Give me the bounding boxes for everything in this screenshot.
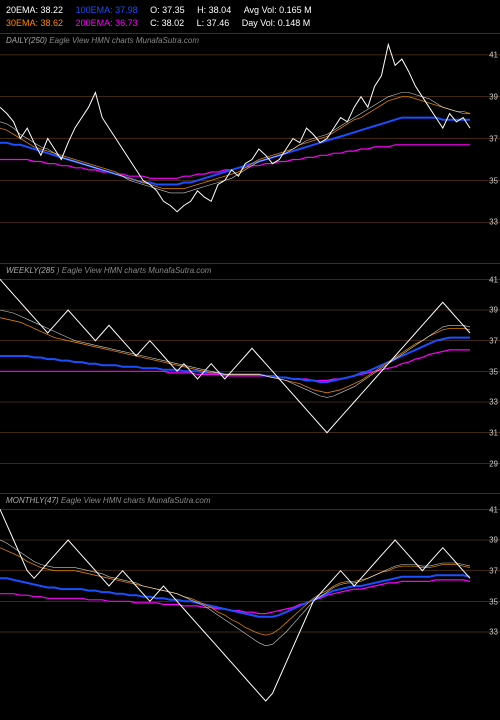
open-stat: O: 37.35 (150, 4, 185, 17)
y-axis-label: 41 (489, 275, 498, 284)
ema30-series (0, 548, 470, 635)
chart-panel-daily[interactable]: DAILY(250) Eagle View HMN charts MunafaS… (0, 33, 500, 263)
ema200-stat: 200EMA: 36.73 (76, 17, 138, 30)
panel-title: MONTHLY(47) Eagle View HMN charts Munafa… (6, 496, 211, 505)
y-axis-label: 37 (489, 336, 498, 345)
close-stat: C: 38.02 (150, 17, 184, 30)
ema20-series (0, 93, 470, 193)
y-axis-label: 33 (489, 628, 498, 637)
chart-panel-weekly[interactable]: WEEKLY(285 ) Eagle View HMN charts Munaf… (0, 263, 500, 493)
y-axis-label: 39 (489, 536, 498, 545)
price-line-series (0, 509, 470, 701)
y-axis-label: 39 (489, 92, 498, 101)
y-axis-label: 35 (489, 367, 498, 376)
chart-panel-monthly[interactable]: MONTHLY(47) Eagle View HMN charts Munafa… (0, 493, 500, 720)
ema20-stat: 20EMA: 38.22 (6, 4, 63, 17)
panel-title: WEEKLY(285 ) Eagle View HMN charts Munaf… (6, 266, 211, 275)
y-axis-label: 35 (489, 176, 498, 185)
y-axis-label: 33 (489, 218, 498, 227)
charts-container: DAILY(250) Eagle View HMN charts MunafaS… (0, 33, 500, 720)
panel-title: DAILY(250) Eagle View HMN charts MunafaS… (6, 36, 199, 45)
avgvol-stat: Avg Vol: 0.165 M (244, 4, 312, 17)
ema30-stat: 30EMA: 38.62 (6, 17, 63, 30)
y-axis-label: 37 (489, 566, 498, 575)
ema30-series (0, 97, 470, 189)
y-axis-label: 35 (489, 597, 498, 606)
low-stat: L: 37.46 (197, 17, 230, 30)
y-axis-label: 29 (489, 459, 498, 468)
y-axis-label: 37 (489, 134, 498, 143)
price-line-series (0, 45, 470, 212)
y-axis-label: 39 (489, 306, 498, 315)
y-axis-label: 33 (489, 398, 498, 407)
ema200-series (0, 580, 470, 614)
ema30-series (0, 318, 470, 393)
ema100-stat: 100EMA: 37.98 (76, 4, 138, 17)
stats-header: 20EMA: 38.22 100EMA: 37.98 O: 37.35 H: 3… (0, 0, 500, 33)
ema20-series (0, 310, 470, 397)
y-axis-label: 41 (489, 505, 498, 514)
ema20-series (0, 540, 470, 646)
high-stat: H: 38.04 (197, 4, 231, 17)
dayvol-stat: Day Vol: 0.148 M (242, 17, 311, 30)
ema100-series (0, 118, 470, 185)
y-axis-label: 41 (489, 51, 498, 60)
y-axis-label: 31 (489, 428, 498, 437)
